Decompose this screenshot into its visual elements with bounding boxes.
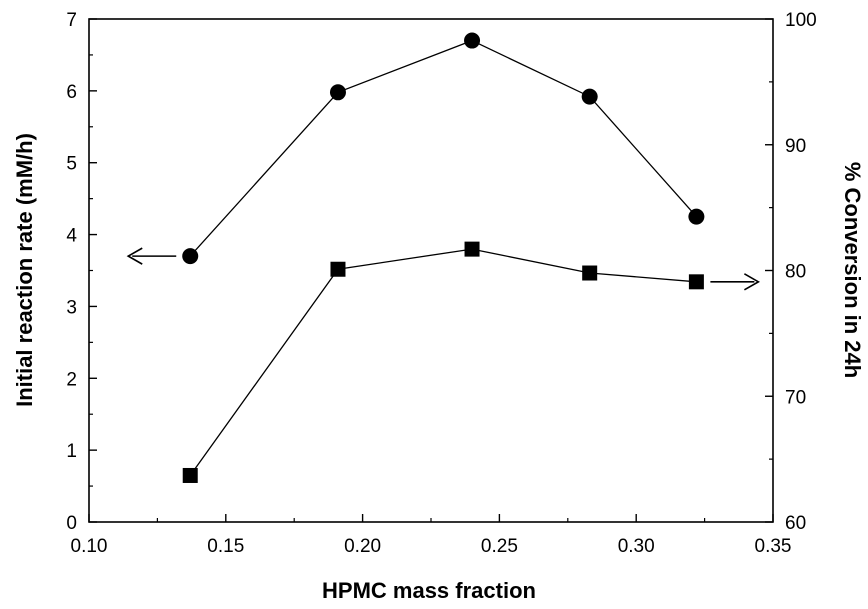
left-y-axis-ticks: 0 1 2 3 4 5 6 7 (66, 10, 97, 534)
left-y-tick-label: 6 (66, 82, 77, 103)
x-axis-title: HPMC mass fraction (322, 578, 536, 603)
right-y-tick-label: 60 (785, 513, 806, 534)
circle-data-point (688, 208, 705, 225)
left-y-tick-label: 0 (66, 513, 77, 534)
circle-data-point (464, 32, 481, 49)
series-lines (189, 39, 697, 476)
series-points (182, 32, 705, 483)
right-y-tick-label: 70 (785, 387, 806, 408)
square-data-point (464, 241, 480, 257)
plot-frame (88, 18, 774, 523)
left-y-tick-label: 5 (66, 154, 77, 175)
left-y-axis-title: Initial reaction rate (mM/h) (12, 133, 37, 407)
x-tick-label: 0.15 (207, 536, 244, 557)
left-y-tick-label: 1 (66, 441, 77, 462)
circle-data-point (182, 248, 199, 265)
x-tick-label: 0.25 (481, 536, 518, 557)
left-series-line (189, 39, 697, 257)
left-y-tick-label: 3 (66, 297, 77, 318)
square-data-point (688, 274, 704, 290)
left-y-tick-label: 4 (66, 226, 77, 247)
left-y-tick-label: 2 (66, 369, 77, 390)
right-y-tick-label: 100 (785, 10, 817, 31)
right-series-line (189, 248, 697, 476)
right-y-tick-label: 90 (785, 136, 806, 157)
square-data-point (330, 261, 346, 277)
x-tick-label: 0.20 (344, 536, 381, 557)
square-data-point (182, 467, 198, 483)
left-y-tick-label: 7 (66, 10, 77, 31)
right-y-axis-ticks: 60 70 80 90 100 (765, 10, 817, 534)
x-tick-label: 0.35 (755, 536, 792, 557)
circle-data-point (581, 88, 598, 105)
axis-indicator-arrows (126, 247, 761, 291)
x-axis-ticks: 0.10 0.15 0.20 0.25 0.30 0.35 (71, 514, 792, 557)
right-arrow-head (743, 273, 761, 291)
plot-border (88, 18, 774, 523)
left-arrow-head (126, 247, 143, 265)
right-y-tick-label: 80 (785, 262, 806, 283)
square-data-point (582, 265, 598, 281)
circle-data-point (329, 84, 346, 101)
x-tick-label: 0.30 (618, 536, 655, 557)
right-y-axis-title: % Conversion in 24h (840, 162, 865, 378)
x-tick-label: 0.10 (71, 536, 108, 557)
